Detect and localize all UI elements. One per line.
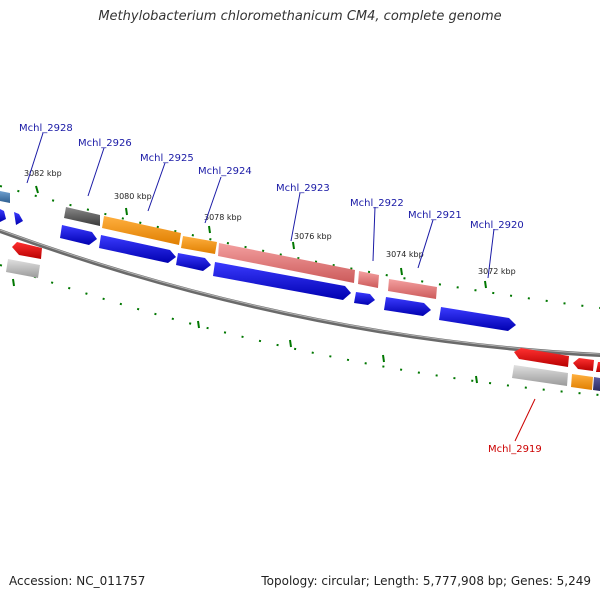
cds-forward[interactable] — [60, 225, 97, 245]
kbp-tick-mark — [292, 241, 295, 250]
kbp-label-3080: 3080 kbp — [114, 192, 152, 201]
gene-label-mchl-2919[interactable]: Mchl_2919 — [488, 444, 542, 455]
kbp-label-3078: 3078 kbp — [204, 213, 242, 222]
cds-reverse[interactable] — [596, 362, 600, 372]
gene-label-mchl-2923[interactable]: Mchl_2923 — [276, 183, 330, 194]
cds-forward[interactable] — [439, 307, 516, 331]
kbp-tick-mark — [484, 280, 487, 289]
feature-pink[interactable] — [218, 243, 355, 283]
genome-summary-text: Topology: circular; Length: 5,777,908 bp… — [261, 574, 591, 588]
kbp-tick-mark — [12, 278, 15, 287]
cds-forward[interactable] — [213, 262, 351, 300]
leader-lines — [26, 132, 536, 442]
feature-orange[interactable] — [102, 216, 181, 245]
cds-forward[interactable] — [14, 212, 23, 225]
gene-label-mchl-2928[interactable]: Mchl_2928 — [19, 123, 73, 134]
kbp-tick-mark — [475, 375, 478, 384]
leader-line-mchl-2924 — [204, 176, 222, 224]
leader-line-mchl-2922 — [372, 206, 376, 262]
cds-forward[interactable] — [384, 297, 431, 316]
feature-navy[interactable] — [593, 377, 600, 391]
cds-reverse[interactable] — [573, 358, 594, 371]
feature-pink[interactable] — [388, 279, 437, 299]
feature-orange[interactable] — [571, 374, 593, 390]
feature-gray[interactable] — [6, 259, 40, 278]
gene-label-mchl-2924[interactable]: Mchl_2924 — [198, 166, 252, 177]
leader-line-mchl-2923 — [290, 192, 301, 242]
leader-line-mchl-2925 — [147, 162, 166, 212]
feature-orange[interactable] — [181, 236, 217, 254]
feature-track-lower — [6, 259, 600, 391]
reverse-cds-track — [12, 242, 600, 372]
leader-line-mchl-2919 — [514, 398, 536, 442]
gene-label-mchl-2922[interactable]: Mchl_2922 — [350, 198, 404, 209]
cds-forward[interactable] — [354, 292, 375, 305]
kbp-label-3072: 3072 kbp — [478, 267, 516, 276]
kbp-tick-mark — [400, 267, 403, 276]
gene-label-mchl-2926[interactable]: Mchl_2926 — [78, 138, 132, 149]
kbp-tick-mark — [208, 225, 211, 234]
cds-reverse[interactable] — [12, 242, 42, 259]
kbp-tick-mark — [289, 339, 292, 348]
leader-line-mchl-2920 — [487, 228, 495, 279]
gene-label-mchl-2920[interactable]: Mchl_2920 — [470, 220, 524, 231]
kbp-tick-mark — [125, 207, 128, 216]
kbp-label-3076: 3076 kbp — [294, 232, 332, 241]
kbp-label-3074: 3074 kbp — [386, 250, 424, 259]
genome-backbone-highlight — [0, 229, 600, 355]
feature-dark[interactable] — [64, 207, 100, 226]
forward-cds-track — [0, 209, 516, 331]
kbp-tick-marks — [12, 185, 487, 384]
leader-line-mchl-2921 — [417, 219, 434, 269]
cds-forward[interactable] — [99, 235, 176, 263]
feature-gray[interactable] — [512, 365, 568, 386]
kbp-tick-mark — [197, 320, 200, 329]
leader-line-mchl-2928 — [26, 132, 44, 184]
feature-steel[interactable] — [0, 191, 10, 203]
leader-line-mchl-2926 — [87, 147, 105, 197]
cds-reverse[interactable] — [514, 348, 569, 367]
feature-pink[interactable] — [358, 271, 379, 288]
kbp-tick-mark — [382, 354, 385, 363]
cds-forward[interactable] — [176, 253, 211, 271]
cds-forward[interactable] — [0, 209, 6, 222]
gene-label-mchl-2925[interactable]: Mchl_2925 — [140, 153, 194, 164]
feature-track-upper — [0, 191, 437, 299]
accession-text: Accession: NC_011757 — [9, 574, 146, 588]
genome-backbone — [0, 229, 600, 357]
map-title: Methylobacterium chloromethanicum CM4, c… — [98, 9, 502, 24]
kbp-label-3082: 3082 kbp — [24, 169, 62, 178]
gene-label-mchl-2921[interactable]: Mchl_2921 — [408, 210, 462, 221]
kbp-tick-mark — [35, 185, 39, 194]
